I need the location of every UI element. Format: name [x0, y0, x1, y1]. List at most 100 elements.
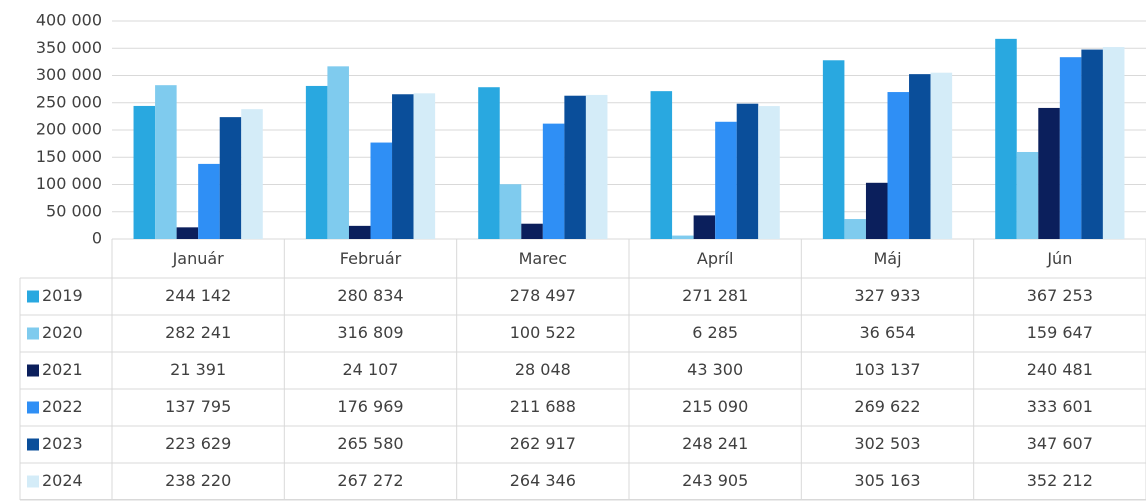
legend-swatch: [27, 290, 39, 303]
bar: [348, 225, 371, 239]
bar: [865, 182, 888, 239]
bar: [650, 91, 673, 239]
table-cell: 137 795: [165, 397, 231, 416]
y-tick-label: 300 000: [36, 65, 102, 84]
y-tick-label: 0: [92, 229, 102, 248]
table-cell: 243 905: [682, 471, 748, 490]
legend-label: 2019: [42, 286, 83, 305]
bar: [1059, 57, 1082, 239]
bar: [585, 94, 608, 239]
table-cell: 28 048: [515, 360, 571, 379]
table-cell: 21 391: [170, 360, 226, 379]
bar: [887, 92, 910, 240]
bar: [327, 66, 349, 239]
table-cell: 282 241: [165, 323, 231, 342]
table-cell: 159 647: [1027, 323, 1093, 342]
x-tick-label: Jún: [1046, 249, 1072, 268]
legend-label: 2021: [42, 360, 83, 379]
legend-swatch: [27, 364, 39, 377]
table-cell: 244 142: [165, 286, 231, 305]
y-tick-label: 100 000: [36, 174, 102, 193]
y-tick-label: 400 000: [36, 11, 102, 30]
legend-swatch: [27, 438, 39, 451]
bar: [542, 123, 565, 239]
legend-label: 2022: [42, 397, 83, 416]
bar: [995, 38, 1017, 240]
bar: [392, 94, 414, 239]
table-cell: 269 622: [854, 397, 920, 416]
table-cell: 316 809: [337, 323, 403, 342]
table-cell: 103 137: [854, 360, 920, 379]
table-cell: 248 241: [682, 434, 748, 453]
bar: [241, 109, 263, 239]
table-cell: 36 654: [860, 323, 916, 342]
table-cell: 367 253: [1027, 286, 1093, 305]
table-cell: 280 834: [337, 286, 403, 305]
x-tick-label: Apríl: [697, 249, 734, 268]
table-cell: 6 285: [692, 323, 738, 342]
bar: [844, 219, 866, 239]
table-cell: 238 220: [165, 471, 231, 490]
bar: [672, 235, 694, 239]
legend-label: 2020: [42, 323, 83, 342]
table-cell: 352 212: [1027, 471, 1093, 490]
table-cell: 176 969: [337, 397, 403, 416]
bar: [1102, 47, 1125, 239]
x-tick-label: Február: [340, 249, 402, 268]
bar: [413, 93, 436, 239]
bar: [715, 121, 737, 239]
bar: [736, 103, 759, 240]
bar: [909, 74, 931, 239]
bar: [693, 215, 716, 239]
bar: [564, 95, 586, 239]
table-cell: 24 107: [343, 360, 399, 379]
x-tick-label: Január: [172, 249, 225, 268]
bar: [1081, 49, 1103, 239]
table-cell: 264 346: [510, 471, 576, 490]
y-tick-label: 250 000: [36, 92, 102, 111]
table-cell: 211 688: [510, 397, 576, 416]
bar: [521, 223, 543, 239]
table-cell: 43 300: [687, 360, 743, 379]
y-tick-label: 200 000: [36, 120, 102, 139]
y-tick-label: 50 000: [46, 201, 102, 220]
table-cell: 265 580: [337, 434, 403, 453]
x-tick-label: Marec: [519, 249, 567, 268]
table-cell: 215 090: [682, 397, 748, 416]
bar: [1038, 107, 1060, 239]
legend-swatch: [27, 327, 39, 340]
bar: [1016, 151, 1039, 239]
bar: [478, 87, 500, 239]
bar: [822, 60, 845, 239]
table-cell: 302 503: [854, 434, 920, 453]
table-cell: 271 281: [682, 286, 748, 305]
table-cell: 267 272: [337, 471, 403, 490]
table-cell: 278 497: [510, 286, 576, 305]
table-cell: 240 481: [1027, 360, 1093, 379]
legend-swatch: [27, 475, 39, 488]
bar: [219, 117, 242, 239]
legend-swatch: [27, 401, 39, 414]
table-cell: 100 522: [510, 323, 576, 342]
y-tick-label: 350 000: [36, 38, 102, 57]
table-cell: 327 933: [854, 286, 920, 305]
table-cell: 305 163: [854, 471, 920, 490]
table-cell: 347 607: [1027, 434, 1093, 453]
bar: [499, 184, 522, 239]
bar: [176, 227, 199, 239]
bar: [305, 85, 328, 240]
table-cell: 223 629: [165, 434, 231, 453]
bar: [370, 142, 393, 239]
table-cell: 333 601: [1027, 397, 1093, 416]
bar: [155, 85, 177, 240]
x-tick-label: Máj: [873, 249, 901, 268]
bar: [930, 72, 953, 240]
y-tick-label: 150 000: [36, 147, 102, 166]
bar: [198, 163, 220, 239]
bar: [133, 105, 156, 239]
legend-label: 2024: [42, 471, 83, 490]
table-cell: 262 917: [510, 434, 576, 453]
legend-label: 2023: [42, 434, 83, 453]
bar: [758, 106, 780, 239]
